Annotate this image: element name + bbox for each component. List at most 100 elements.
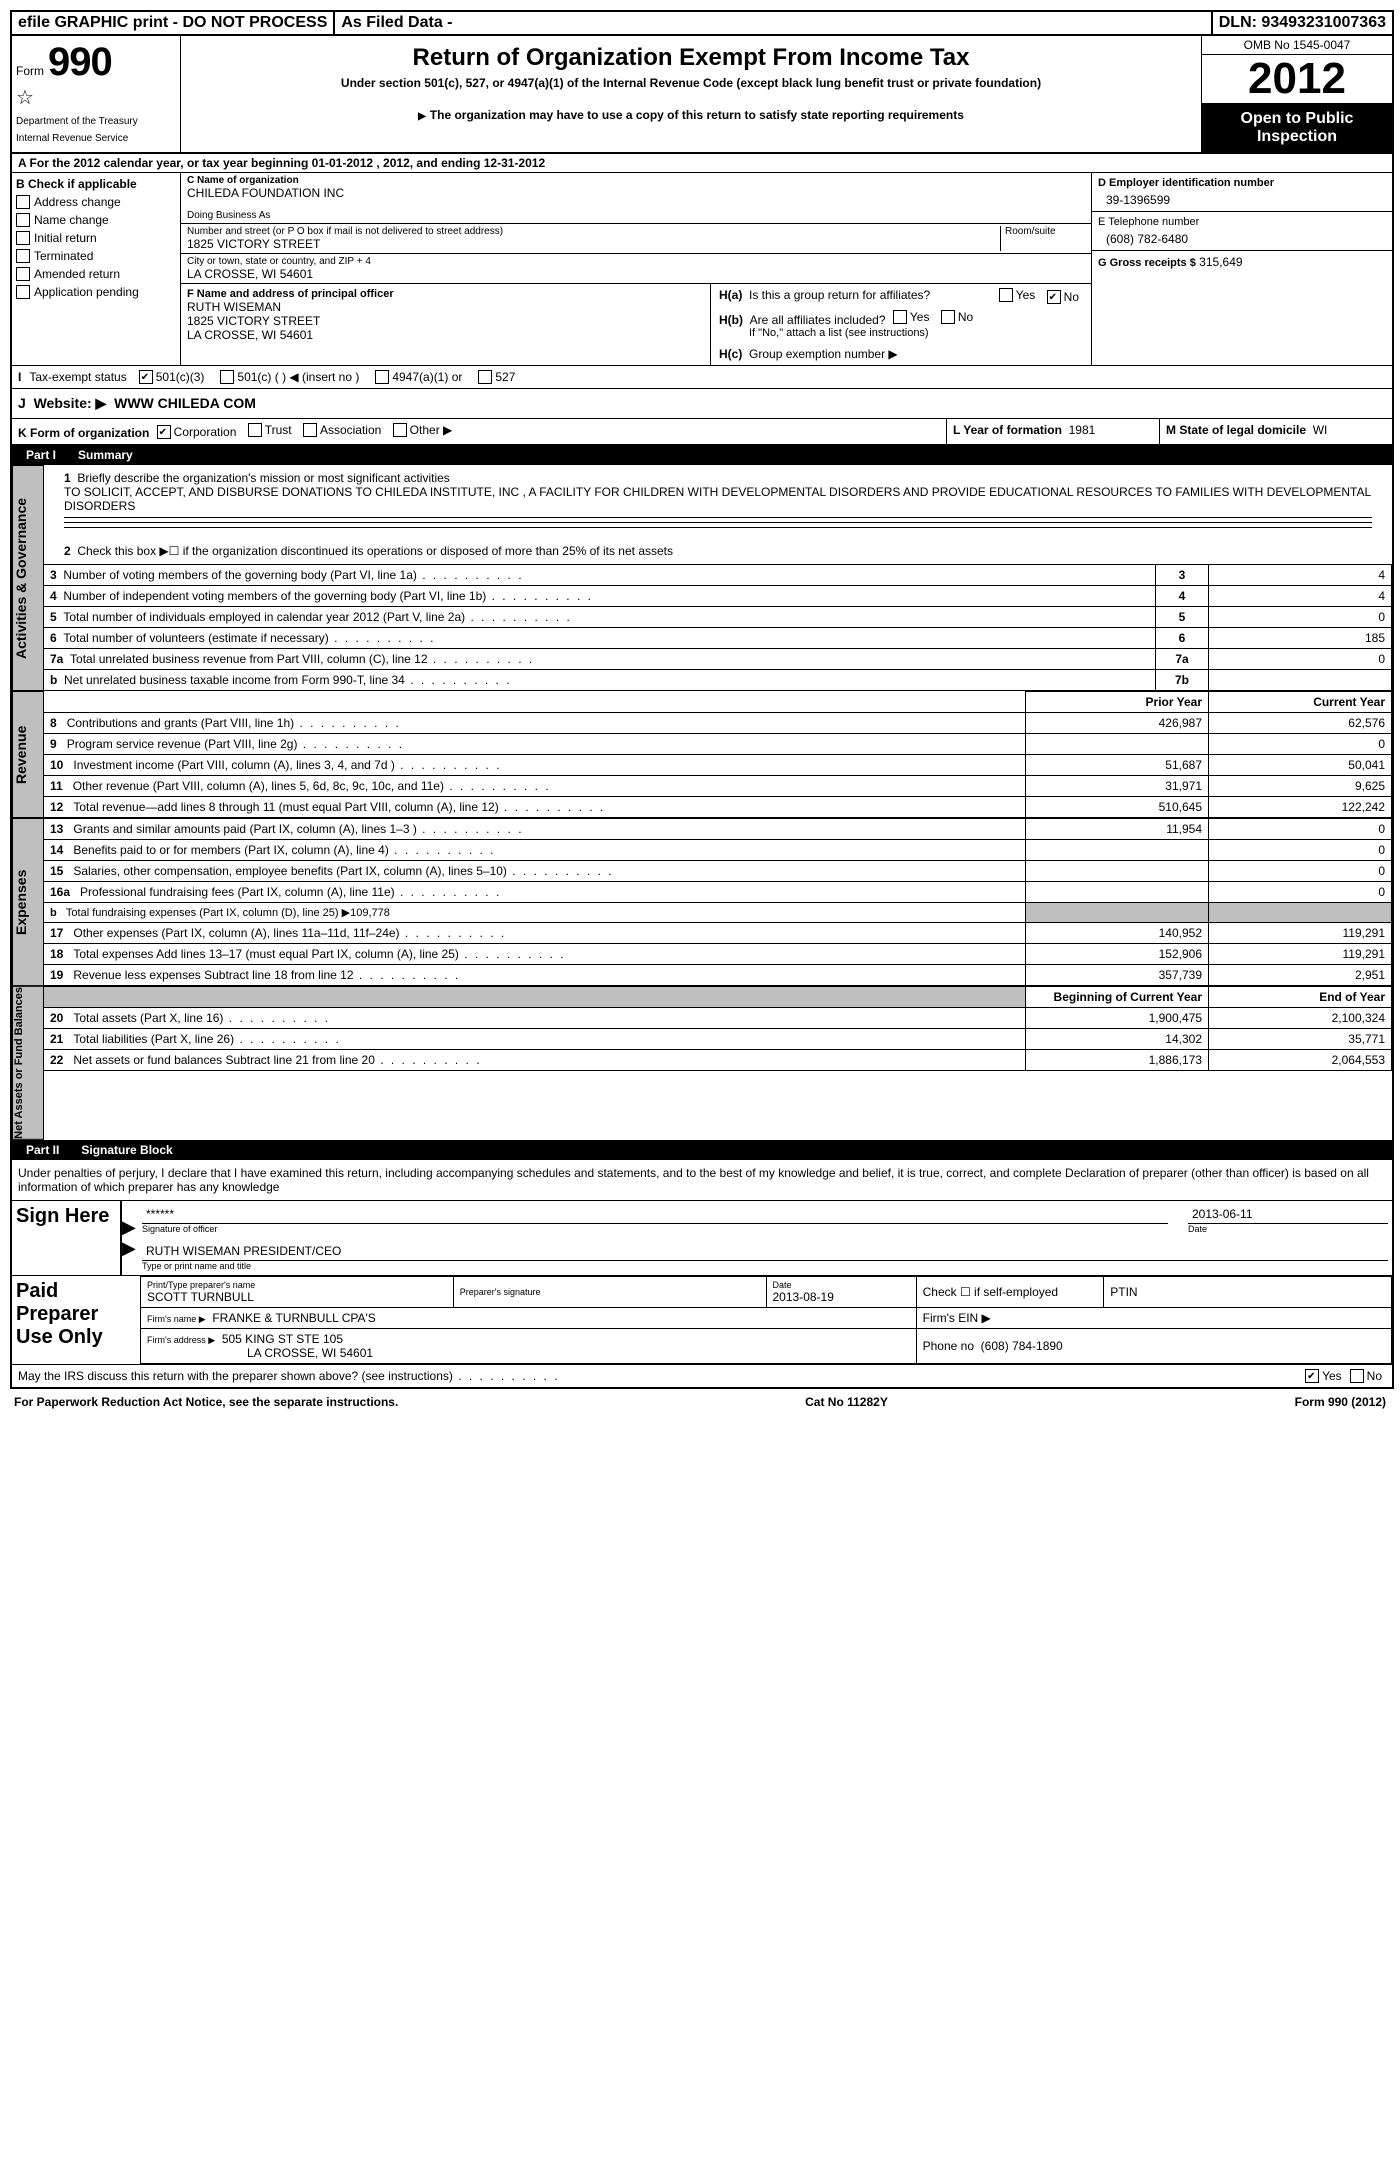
- dept-treasury: Department of the Treasury: [16, 116, 176, 127]
- section-h: H(a) Is this a group return for affiliat…: [710, 284, 1091, 365]
- table-row: 9 Program service revenue (Part VIII, li…: [44, 734, 1392, 755]
- part2-title: Signature Block: [81, 1143, 172, 1157]
- q1-block: 1 Briefly describe the organization's mi…: [44, 465, 1392, 538]
- officer-cell: F Name and address of principal officer …: [181, 284, 710, 365]
- hdr-curr: Current Year: [1209, 692, 1392, 713]
- dba-label: Doing Business As: [187, 210, 1085, 221]
- ha-yes[interactable]: Yes: [999, 288, 1036, 302]
- chk-501c[interactable]: 501(c) ( ) ◀ (insert no ): [220, 370, 359, 384]
- table-row: 6 Total number of volunteers (estimate i…: [44, 628, 1392, 649]
- part1-num: Part I: [20, 448, 62, 462]
- form-org-row: K Form of organization Corporation Trust…: [12, 418, 1392, 445]
- chk-amended[interactable]: Amended return: [16, 267, 176, 281]
- table-row: 4 Number of independent voting members o…: [44, 586, 1392, 607]
- prep-sig-label: Preparer's signature: [460, 1287, 760, 1297]
- org-name: CHILEDA FOUNDATION INC: [187, 186, 1085, 200]
- omb-number: OMB No 1545-0047: [1202, 36, 1392, 55]
- form-label: Form: [16, 64, 44, 78]
- side-revenue: Revenue: [12, 691, 44, 818]
- chk-corporation[interactable]: Corporation: [157, 425, 237, 439]
- table-row: 21 Total liabilities (Part X, line 26) 1…: [44, 1029, 1392, 1050]
- side-governance: Activities & Governance: [12, 465, 44, 691]
- q2-text: Check this box ▶☐ if the organization di…: [77, 544, 673, 558]
- firm-name-label: Firm's name ▶: [147, 1314, 206, 1324]
- j-letter: J: [18, 395, 26, 411]
- discuss-row: May the IRS discuss this return with the…: [12, 1364, 1392, 1387]
- preparer-table: Print/Type preparer's name SCOTT TURNBUL…: [140, 1276, 1392, 1364]
- header-middle: Return of Organization Exempt From Incom…: [181, 36, 1202, 152]
- chk-527[interactable]: 527: [478, 370, 515, 384]
- hb-yes[interactable]: Yes: [893, 310, 930, 324]
- firm-addr1: 505 KING ST STE 105: [222, 1332, 343, 1346]
- city-state-zip: LA CROSSE, WI 54601: [187, 267, 1085, 281]
- chk-pending[interactable]: Application pending: [16, 285, 176, 299]
- part1-header: Part I Summary: [12, 445, 1392, 465]
- table-row: 10 Investment income (Part VIII, column …: [44, 755, 1392, 776]
- l-label: L Year of formation: [953, 423, 1062, 437]
- table-row: 11 Other revenue (Part VIII, column (A),…: [44, 776, 1392, 797]
- main-info-block: B Check if applicable Address change Nam…: [12, 173, 1392, 365]
- hb-no[interactable]: No: [941, 310, 973, 324]
- as-filed-label: As Filed Data -: [335, 12, 1212, 34]
- hb-text: Are all affiliates included?: [750, 313, 886, 327]
- table-row: 15 Salaries, other compensation, employe…: [44, 861, 1392, 882]
- netassets-table: Beginning of Current Year End of Year 20…: [44, 986, 1392, 1071]
- ha-label: H(a): [719, 288, 742, 302]
- hdr-end: End of Year: [1209, 987, 1392, 1008]
- efile-graphic-label: efile GRAPHIC print - DO NOT PROCESS: [12, 12, 335, 34]
- inspection-line2: Inspection: [1206, 128, 1388, 146]
- prep-name-label: Print/Type preparer's name: [147, 1280, 447, 1290]
- table-row: 22 Net assets or fund balances Subtract …: [44, 1050, 1392, 1071]
- e-label: E Telephone number: [1098, 216, 1386, 228]
- chk-initial-return[interactable]: Initial return: [16, 231, 176, 245]
- form-990-container: efile GRAPHIC print - DO NOT PROCESS As …: [10, 10, 1394, 1389]
- return-title: Return of Organization Exempt From Incom…: [189, 44, 1193, 72]
- city-label: City or town, state or country, and ZIP …: [187, 256, 1085, 267]
- officer-addr1: 1825 VICTORY STREET: [187, 314, 704, 328]
- g-label: G Gross receipts $: [1098, 257, 1196, 269]
- section-netassets: Net Assets or Fund Balances Beginning of…: [12, 986, 1392, 1140]
- chk-name-change[interactable]: Name change: [16, 213, 176, 227]
- self-employed-check[interactable]: Check ☐ if self-employed: [916, 1277, 1104, 1308]
- hc-label: H(c): [719, 347, 742, 361]
- chk-4947[interactable]: 4947(a)(1) or: [375, 370, 462, 384]
- hb-note: If "No," attach a list (see instructions…: [749, 327, 1083, 339]
- chk-address-change[interactable]: Address change: [16, 195, 176, 209]
- chk-trust[interactable]: Trust: [248, 423, 292, 437]
- chk-other[interactable]: Other ▶: [393, 423, 453, 437]
- chk-terminated[interactable]: Terminated: [16, 249, 176, 263]
- column-def: D Employer identification number 39-1396…: [1091, 173, 1392, 365]
- table-row: 12 Total revenue—add lines 8 through 11 …: [44, 797, 1392, 818]
- dln-label: DLN:: [1219, 14, 1257, 31]
- table-row: 17 Other expenses (Part IX, column (A), …: [44, 923, 1392, 944]
- q1-label: Briefly describe the organization's miss…: [77, 471, 449, 485]
- sig-officer-label: Signature of officer: [142, 1224, 1168, 1234]
- ptin-label: PTIN: [1104, 1277, 1392, 1308]
- addr-label: Number and street (or P O box if mail is…: [187, 226, 996, 237]
- discuss-yes[interactable]: Yes: [1305, 1369, 1342, 1383]
- phone-value: (608) 782-6480: [1098, 232, 1386, 246]
- address-cell: Number and street (or P O box if mail is…: [181, 224, 1091, 254]
- form-header: Form 990 ☆ Department of the Treasury In…: [12, 36, 1392, 154]
- table-row: 14 Benefits paid to or for members (Part…: [44, 840, 1392, 861]
- header-left: Form 990 ☆ Department of the Treasury In…: [12, 36, 181, 152]
- officer-signature[interactable]: ******: [142, 1205, 1168, 1224]
- discuss-no[interactable]: No: [1350, 1369, 1382, 1383]
- paid-preparer-block: Paid Preparer Use Only Print/Type prepar…: [12, 1276, 1392, 1364]
- hc-text: Group exemption number ▶: [749, 347, 898, 361]
- q2-block: 2 Check this box ▶☐ if the organization …: [44, 538, 1392, 564]
- website-label: Website: ▶: [34, 395, 107, 411]
- hb-label: H(b): [719, 313, 743, 327]
- firm-ein-label: Firm's EIN ▶: [916, 1308, 1391, 1329]
- row-a-taxyear: A For the 2012 calendar year, or tax yea…: [12, 154, 1392, 173]
- chk-association[interactable]: Association: [303, 423, 381, 437]
- phone-label: Phone no: [923, 1339, 974, 1353]
- officer-name: RUTH WISEMAN: [187, 300, 704, 314]
- chk-501c3[interactable]: 501(c)(3): [139, 370, 205, 384]
- m-label: M State of legal domicile: [1166, 423, 1306, 437]
- ha-no[interactable]: No: [1047, 290, 1079, 304]
- perjury-statement: Under penalties of perjury, I declare th…: [12, 1160, 1392, 1200]
- gov-table: 3 Number of voting members of the govern…: [44, 564, 1392, 691]
- header-right: OMB No 1545-0047 2012 Open to Public Ins…: [1202, 36, 1392, 152]
- prep-name: SCOTT TURNBULL: [147, 1290, 447, 1304]
